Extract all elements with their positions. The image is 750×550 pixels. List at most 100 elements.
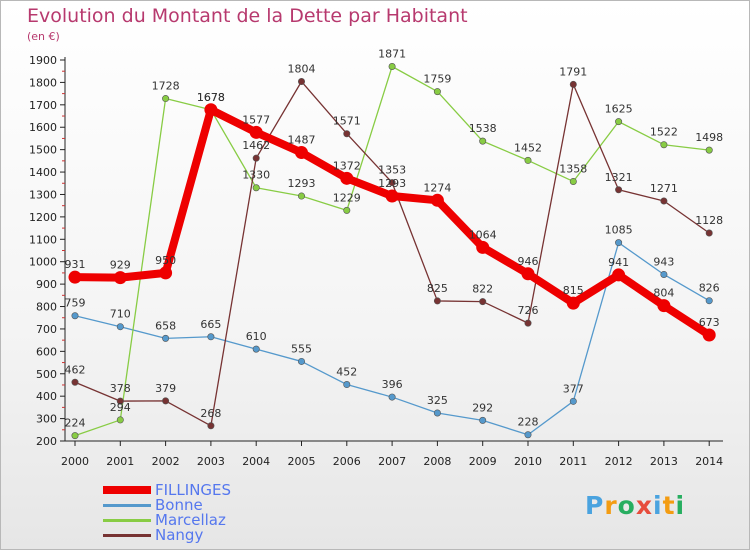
y-tick-label: 1700 [29, 99, 57, 112]
data-label-nangy: 1321 [605, 171, 633, 184]
data-point-fillinges [430, 193, 444, 207]
data-label-fillinges: 1678 [197, 91, 225, 104]
data-label-marcellaz: 1229 [333, 191, 361, 204]
data-point-bonne [116, 323, 124, 331]
data-point-bonne [660, 270, 668, 278]
logo-letter: x [635, 491, 653, 520]
data-label-marcellaz: 1625 [605, 103, 633, 116]
data-point-nangy [71, 378, 79, 386]
data-point-fillinges [113, 271, 127, 285]
data-point-fillinges [295, 146, 308, 160]
data-label-marcellaz: 294 [110, 401, 131, 414]
data-label-nangy: 1462 [242, 139, 270, 152]
y-tick-label: 1000 [29, 256, 57, 269]
data-point-marcellaz [343, 206, 351, 214]
data-label-marcellaz: 1498 [695, 131, 723, 144]
data-point-fillinges [521, 267, 535, 281]
y-tick-label: 1400 [29, 166, 57, 179]
data-label-marcellaz: 1522 [650, 126, 678, 139]
data-point-marcellaz [162, 95, 170, 103]
data-label-fillinges: 946 [518, 255, 539, 268]
data-point-marcellaz [479, 137, 487, 145]
data-point-fillinges [249, 125, 263, 139]
y-tick-label: 500 [36, 368, 57, 381]
data-point-bonne [569, 397, 577, 405]
data-point-nangy [615, 186, 623, 194]
data-label-bonne: 759 [65, 297, 86, 310]
data-label-bonne: 658 [155, 319, 176, 332]
data-label-fillinges: 673 [699, 316, 720, 329]
data-point-bonne [615, 239, 623, 247]
data-point-marcellaz [524, 156, 532, 164]
x-tick-label: 2014 [695, 455, 723, 468]
data-point-nangy [433, 297, 441, 305]
data-label-nangy: 268 [200, 407, 221, 420]
data-point-nangy [116, 397, 124, 405]
y-tick-label: 900 [36, 278, 57, 291]
logo-letter: r [604, 491, 618, 520]
legend-label: Bonne [155, 496, 203, 514]
data-label-marcellaz: 1728 [152, 80, 180, 93]
x-tick-label: 2001 [106, 455, 134, 468]
data-point-fillinges [566, 296, 580, 310]
data-label-nangy: 379 [155, 382, 176, 395]
data-point-nangy [388, 179, 396, 187]
logo-letter: o [617, 491, 636, 520]
data-point-fillinges [340, 171, 354, 185]
series-lines [68, 62, 716, 440]
data-point-marcellaz [297, 192, 305, 200]
y-tick-label: 700 [36, 323, 57, 336]
legend-swatch [103, 486, 151, 494]
x-tick-label: 2010 [514, 455, 542, 468]
data-label-nangy: 462 [65, 363, 86, 376]
data-point-marcellaz [569, 177, 577, 185]
data-label-nangy: 1804 [288, 63, 316, 76]
data-label-fillinges: 941 [608, 256, 629, 269]
y-tick-label: 1500 [29, 144, 57, 157]
data-label-fillinges: 1293 [378, 177, 406, 190]
y-tick-label: 800 [36, 301, 57, 314]
data-label-nangy: 1791 [559, 65, 587, 78]
data-point-fillinges [159, 266, 173, 280]
data-point-fillinges [476, 240, 490, 254]
data-point-bonne [705, 297, 713, 305]
logo-letter: i [653, 491, 663, 520]
data-label-fillinges: 815 [563, 284, 584, 297]
data-label-fillinges: 931 [65, 258, 86, 271]
data-label-marcellaz: 1452 [514, 141, 542, 154]
legend-label: FILLINGES [155, 481, 232, 499]
data-point-bonne [71, 312, 79, 320]
data-label-bonne: 292 [472, 401, 493, 414]
series-line-fillinges [71, 105, 714, 339]
data-point-nangy [705, 229, 713, 237]
axes: 200 300 400 500 600 700 800 900 1000 1100 1200 1300… [29, 54, 723, 468]
data-label-nangy: 1271 [650, 182, 678, 195]
logo-letter: i [675, 491, 686, 520]
data-labels: 759 710 658 665 610 555 452 396 325 292 228 377 1085… [65, 47, 724, 429]
x-tick-label: 2013 [650, 455, 678, 468]
data-label-marcellaz: 1871 [378, 47, 406, 60]
data-label-fillinges: 804 [653, 287, 674, 300]
data-point-nangy [297, 78, 305, 86]
data-point-bonne [433, 409, 441, 417]
y-tick-label: 600 [36, 345, 57, 358]
x-tick-label: 2007 [378, 455, 406, 468]
legend-swatch [103, 519, 151, 522]
x-tick-label: 2000 [61, 455, 89, 468]
data-label-marcellaz: 224 [65, 417, 86, 430]
data-point-nangy [252, 154, 260, 162]
data-point-bonne [252, 345, 260, 353]
legend-swatch [103, 534, 151, 537]
data-label-bonne: 377 [563, 382, 584, 395]
data-label-marcellaz: 1538 [469, 122, 497, 135]
y-tick-label: 1600 [29, 121, 57, 134]
data-point-bonne [162, 334, 170, 342]
data-point-fillinges [657, 299, 671, 313]
data-point-nangy [162, 397, 170, 405]
x-tick-label: 2011 [559, 455, 587, 468]
logo-letter: P [585, 491, 605, 520]
legend-swatch [103, 504, 151, 507]
data-point-marcellaz [615, 118, 623, 126]
